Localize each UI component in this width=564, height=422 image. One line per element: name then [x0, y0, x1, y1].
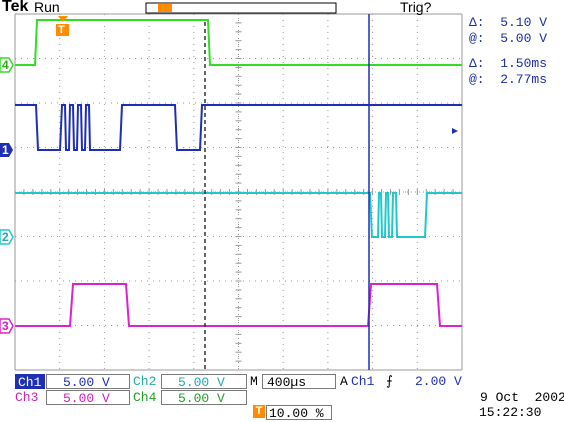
ch1-trace: [15, 104, 462, 151]
voltage-at-readout: @: 5.00 V: [469, 31, 548, 46]
acquisition-state: Run: [34, 0, 60, 15]
time-readout: 15:22:30: [479, 405, 542, 420]
ch2-marker: [0, 229, 14, 245]
trigger-position-icon: T: [253, 405, 265, 418]
trigger-level-arrow: [452, 128, 458, 134]
trigger-source[interactable]: Ch1: [351, 374, 375, 389]
ch3-marker-label: 3: [2, 319, 9, 333]
timebase-value[interactable]: 400µs: [262, 374, 336, 390]
ch4-scale[interactable]: 5.00 V: [161, 390, 247, 406]
trigger-mode: A: [340, 374, 348, 389]
trigger-status: Trig?: [400, 0, 432, 15]
ch3-marker: [0, 318, 14, 334]
ch3-label[interactable]: Ch3: [15, 390, 39, 405]
trigger-position-pointer: [58, 16, 68, 22]
ch3-scale[interactable]: 5.00 V: [46, 390, 130, 406]
voltage-delta-readout: Δ: 5.10 V: [469, 15, 548, 30]
ch4-trace: [15, 19, 462, 66]
record-window: [158, 4, 172, 12]
ch3-trace: [15, 283, 462, 327]
trigger-position-marker: [56, 24, 69, 36]
time-delta-readout: Δ: 1.50ms: [469, 56, 548, 71]
ch4-marker: [0, 57, 14, 73]
record-bar: [145, 2, 337, 14]
ch1-scale[interactable]: 5.00 V: [46, 374, 130, 390]
ch4-label[interactable]: Ch4: [133, 390, 157, 405]
ch2-scale[interactable]: 5.00 V: [161, 374, 247, 390]
ch2-trace: [15, 192, 462, 238]
trigger-position-marker-label: T: [58, 24, 65, 36]
ch1-marker-label: 1: [2, 143, 9, 157]
time-at-readout: @: 2.77ms: [469, 72, 548, 87]
timebase-prefix: M: [250, 374, 258, 389]
ch2-label[interactable]: Ch2: [133, 374, 157, 389]
ch1-marker: [0, 143, 13, 157]
brand-label: Tek: [2, 0, 29, 15]
ch4-marker-label: 4: [2, 58, 9, 72]
ch1-label[interactable]: Ch1: [15, 374, 45, 390]
trigger-slope-icon[interactable]: ⨍: [386, 374, 393, 389]
ch2-marker-label: 2: [2, 230, 9, 244]
trigger-level[interactable]: 2.00 V: [415, 374, 462, 389]
date-readout: 9 Oct 2002: [480, 390, 564, 405]
trigger-position-value[interactable]: 10.00 %: [266, 405, 332, 421]
channel-markers: [0, 57, 14, 334]
